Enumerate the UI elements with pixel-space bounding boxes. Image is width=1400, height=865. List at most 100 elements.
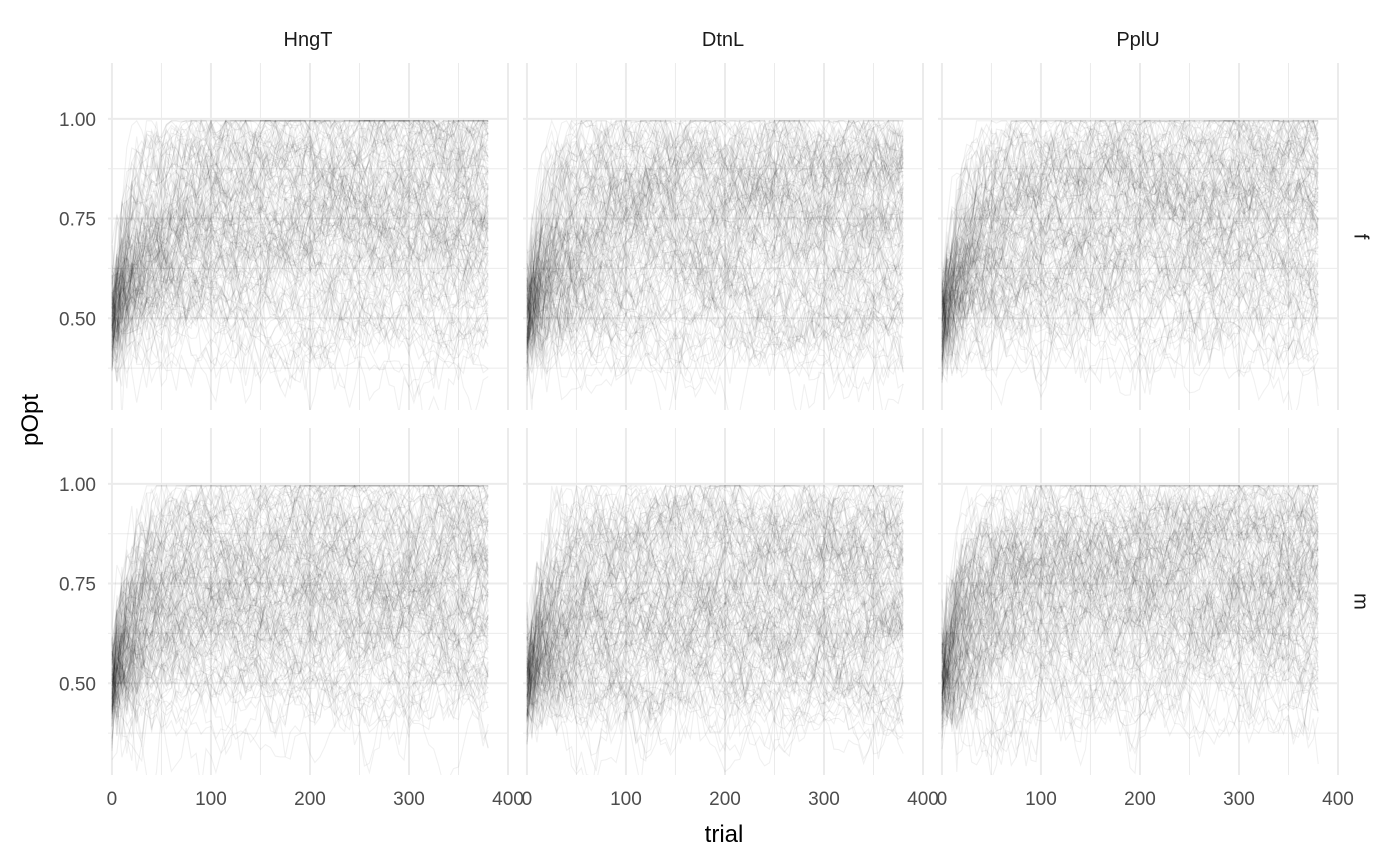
- series-line: [526, 557, 904, 689]
- series-line: [111, 178, 489, 329]
- series-line: [111, 200, 489, 316]
- series-line: [941, 118, 1319, 375]
- series-line: [941, 246, 1319, 350]
- series-line: [526, 493, 904, 703]
- series-line: [526, 543, 904, 662]
- series-line: [526, 122, 904, 305]
- x-tick-label: 200: [709, 789, 741, 810]
- series-line: [941, 120, 1319, 331]
- series-line: [526, 258, 904, 392]
- series-line: [526, 485, 904, 683]
- series-line: [111, 569, 489, 685]
- series-line: [526, 484, 904, 684]
- facet-col-label: HngT: [284, 29, 333, 51]
- series-line: [941, 612, 1319, 722]
- series-line: [526, 583, 904, 686]
- series-line: [111, 119, 489, 332]
- series-line: [111, 562, 489, 705]
- series-line: [526, 485, 904, 685]
- series-line: [111, 495, 489, 728]
- series-line: [111, 120, 489, 324]
- series-line: [941, 152, 1319, 332]
- series-line: [111, 247, 489, 410]
- series-line: [111, 536, 489, 742]
- series-line: [111, 604, 489, 722]
- series-line: [941, 603, 1319, 757]
- series-line: [111, 120, 489, 362]
- y-tick-label: 0.75: [59, 210, 96, 231]
- series-line: [941, 484, 1319, 682]
- series-line: [111, 656, 489, 712]
- series-line: [526, 566, 904, 723]
- x-tick-label: 200: [294, 789, 326, 810]
- series-line: [526, 154, 904, 326]
- series-line: [526, 128, 904, 344]
- series-line: [526, 578, 904, 693]
- series-line: [941, 225, 1319, 337]
- series-line: [526, 484, 904, 716]
- series-line: [941, 485, 1319, 683]
- series-line: [111, 484, 489, 671]
- series-line: [111, 649, 489, 763]
- series-line: [111, 518, 489, 716]
- series-line: [941, 561, 1319, 686]
- series-line: [526, 495, 904, 686]
- series-line: [111, 549, 489, 749]
- traces-f-PplU: [941, 118, 1319, 410]
- series-line: [111, 119, 489, 347]
- series-line: [941, 173, 1319, 336]
- series-line: [526, 256, 904, 369]
- series-line: [111, 209, 489, 389]
- series-line: [941, 522, 1319, 725]
- series-line: [111, 520, 489, 707]
- series-line: [111, 484, 489, 667]
- panel-m-DtnL: [523, 428, 924, 775]
- series-line: [111, 662, 489, 775]
- series-line: [526, 485, 904, 662]
- series-line: [526, 483, 904, 718]
- series-line: [526, 251, 904, 373]
- series-line: [941, 484, 1319, 654]
- series-line: [941, 120, 1319, 293]
- series-line: [111, 119, 489, 300]
- series-line: [111, 120, 489, 327]
- series-line: [111, 171, 489, 362]
- series-line: [526, 484, 904, 698]
- series-line: [111, 484, 489, 662]
- series-line: [111, 195, 489, 319]
- series-line: [941, 199, 1319, 335]
- series-line: [941, 506, 1319, 673]
- series-line: [111, 485, 489, 725]
- series-line: [526, 119, 904, 354]
- series-line: [111, 636, 489, 764]
- series-line: [526, 579, 904, 691]
- series-line: [526, 256, 904, 400]
- series-line: [111, 120, 489, 357]
- series-line: [526, 224, 904, 349]
- series-line: [526, 150, 904, 333]
- series-line: [941, 243, 1319, 386]
- series-line: [941, 158, 1319, 321]
- series-line: [941, 138, 1319, 350]
- series-line: [111, 628, 489, 707]
- series-line: [111, 484, 489, 683]
- series-line: [941, 222, 1319, 361]
- series-line: [526, 187, 904, 373]
- series-line: [941, 195, 1319, 348]
- series-line: [941, 120, 1319, 330]
- series-line: [526, 207, 904, 311]
- series-line: [941, 545, 1319, 725]
- series-line: [526, 141, 904, 335]
- series-line: [526, 494, 904, 731]
- series-line: [526, 293, 904, 392]
- series-line: [526, 209, 904, 321]
- series-line: [111, 639, 489, 730]
- series-line: [111, 573, 489, 714]
- series-line: [941, 164, 1319, 317]
- series-line: [941, 177, 1319, 314]
- series-line: [941, 533, 1319, 716]
- series-line: [526, 485, 904, 742]
- series-line: [526, 577, 904, 717]
- series-line: [526, 655, 904, 724]
